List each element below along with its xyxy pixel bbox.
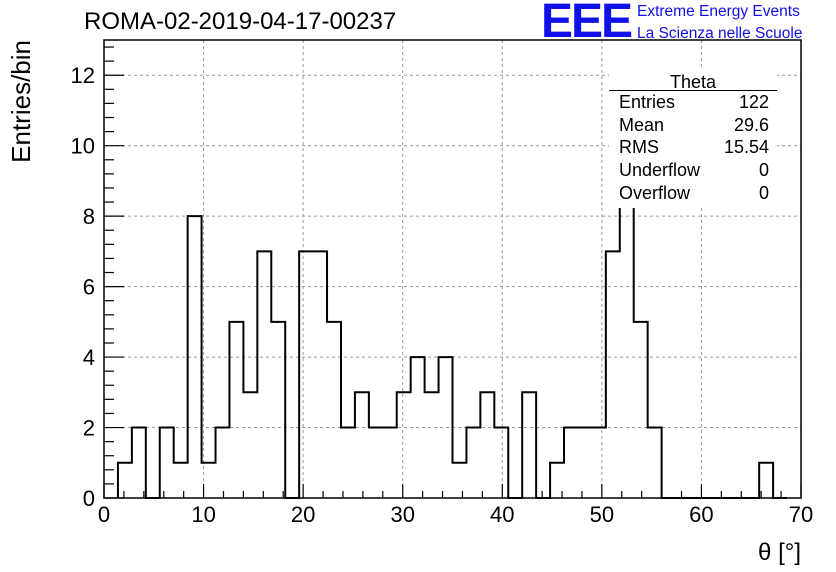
y-axis-label: Entries/bin (6, 40, 36, 163)
stats-box: Theta Entries 122 Mean 29.6 RMS 15.54 Un… (609, 68, 777, 208)
stats-row-rms: RMS 15.54 (619, 137, 769, 159)
plot-frame (103, 39, 802, 499)
stats-value: 0 (758, 183, 769, 203)
stats-label: Underflow (619, 160, 701, 180)
eee-logo: EEE (541, 0, 633, 48)
x-tick-label: 30 (390, 502, 414, 527)
stats-divider (609, 90, 777, 91)
stats-row-mean: Mean 29.6 (619, 115, 769, 137)
x-axis-label: θ [°] (758, 539, 801, 566)
stats-label: Overflow (619, 183, 691, 203)
x-tick-label: 40 (490, 502, 514, 527)
x-tick-label: 70 (789, 502, 813, 527)
axis-ticks (103, 46, 802, 499)
y-tick-label: 0 (83, 486, 95, 511)
stats-label: Mean (619, 115, 665, 135)
stats-label: RMS (619, 137, 659, 157)
stats-value: 29.6 (733, 115, 769, 135)
stats-row-overflow: Overflow 0 (619, 183, 769, 205)
stats-label: Entries (619, 92, 676, 112)
y-tick-label: 6 (83, 275, 95, 300)
y-tick-label: 2 (83, 416, 95, 441)
y-tick-label: 4 (83, 345, 95, 370)
histogram-outline (116, 74, 788, 499)
logo-subtitle-2: La Scienza nelle Scuole (637, 25, 803, 42)
y-tick-label: 8 (83, 204, 95, 229)
x-tick-label: 50 (590, 502, 614, 527)
stats-value: 15.54 (723, 137, 769, 157)
chart-title: ROMA-02-2019-04-17-00237 (84, 8, 397, 35)
x-tick-labels: 0 10 20 30 40 50 60 70 (98, 502, 813, 527)
stats-row-entries: Entries 122 (619, 92, 769, 114)
stats-value: 0 (758, 160, 769, 180)
stats-title: Theta (669, 72, 717, 92)
y-tick-labels: 0 2 4 6 8 10 12 (71, 63, 95, 511)
stats-value: 122 (738, 92, 769, 112)
x-tick-label: 20 (291, 502, 315, 527)
x-tick-label: 0 (98, 502, 110, 527)
x-tick-label: 60 (689, 502, 713, 527)
y-tick-label: 12 (71, 63, 95, 88)
y-tick-label: 10 (71, 134, 95, 159)
x-tick-label: 10 (191, 502, 215, 527)
stats-row-underflow: Underflow 0 (619, 160, 769, 182)
logo-subtitle-1: Extreme Energy Events (637, 3, 800, 20)
